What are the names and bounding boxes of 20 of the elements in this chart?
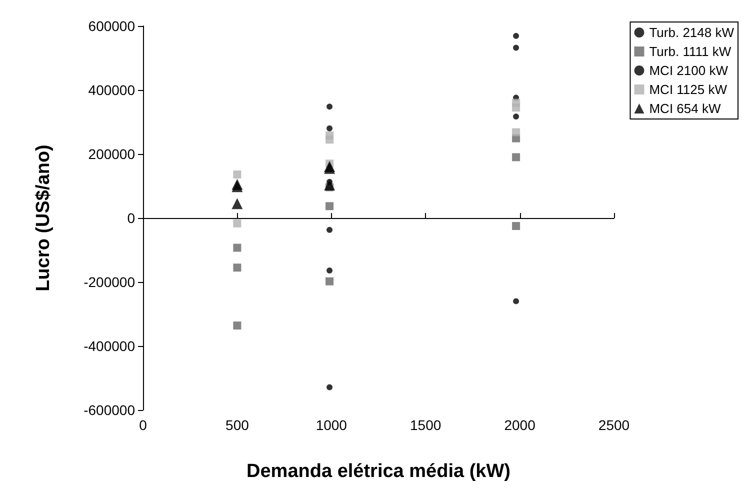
- y-tick-label: -600000: [84, 402, 136, 418]
- y-tick-label: 0: [127, 210, 136, 226]
- legend-label: MCI 654 kW: [649, 101, 722, 116]
- x-tick-label: 2500: [598, 417, 630, 433]
- y-tick-label: -200000: [84, 274, 136, 290]
- legend-label: MCI 1125 kW: [649, 82, 728, 97]
- x-tick-label: 1000: [316, 417, 348, 433]
- legend-label: Turb. 2148 kW: [649, 25, 735, 40]
- x-tick-label: 0: [139, 417, 148, 433]
- x-tick-label: 500: [226, 417, 250, 433]
- legend-label: Turb. 1111 kW: [649, 44, 732, 59]
- y-tick-label: -400000: [84, 338, 136, 354]
- y-tick-label: 400000: [88, 82, 136, 98]
- y-tick-label: 600000: [88, 18, 136, 34]
- x-tick-label: 2000: [504, 417, 536, 433]
- x-tick-label: 1500: [410, 417, 442, 433]
- y-tick-label: 200000: [88, 146, 136, 162]
- x-axis-title: Demanda elétrica média (kW): [246, 461, 510, 482]
- legend-label: MCI 2100 kW: [649, 63, 729, 78]
- y-axis-title: Lucro (US$/ano): [33, 144, 54, 292]
